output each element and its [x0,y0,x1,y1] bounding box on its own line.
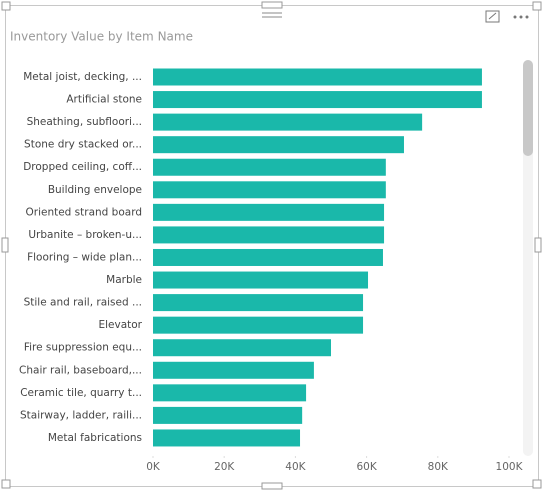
y-tick-label: Metal fabrications [48,432,142,444]
x-tick-label: 100K [496,461,524,473]
scrollbar-track[interactable] [523,60,533,456]
bar [153,136,404,154]
bar [153,271,369,289]
bar [153,384,307,402]
bar [153,248,383,266]
focus-mode-icon[interactable] [485,10,500,23]
chart-title: Inventory Value by Item Name [10,30,193,44]
bar [153,406,303,424]
x-tick-label: 0K [146,461,161,473]
y-tick-label: Ceramic tile, quarry t... [20,387,142,399]
drag-grip[interactable] [262,12,282,18]
bar [153,316,364,334]
bar [153,339,331,357]
bar [153,203,385,221]
bar [153,429,301,447]
bar [153,294,364,312]
more-options-icon[interactable] [513,15,529,19]
y-tick-label: Fire suppression equ... [24,342,142,354]
y-tick-label: Sheathing, subfloori... [27,116,142,128]
bar [153,158,386,176]
x-tick-label: 60K [356,461,377,473]
y-tick-label: Marble [106,274,142,286]
y-tick-label: Stairway, ladder, raili... [20,409,142,421]
y-tick-label: Oriented strand board [25,206,142,218]
y-tick-label: Dropped ceiling, coff... [23,161,142,173]
bar [153,113,423,131]
y-tick-label: Urbanite – broken-u... [28,229,142,241]
bar [153,91,482,109]
bar [153,361,314,379]
y-tick-label: Metal joist, decking, ... [23,71,142,83]
y-tick-label: Chair rail, baseboard,... [19,364,142,376]
y-tick-label: Elevator [98,319,142,331]
x-tick-label: 80K [428,461,449,473]
y-tick-label: Artificial stone [66,94,142,106]
y-tick-label: Flooring – wide plan... [27,251,142,263]
scrollbar-thumb[interactable] [523,60,533,156]
bar [153,68,482,86]
x-tick-label: 40K [285,461,306,473]
x-tick-label: 20K [214,461,235,473]
visual-frame [5,5,539,487]
bar [153,181,386,199]
bar [153,226,385,244]
y-tick-label: Stone dry stacked or... [24,139,142,151]
y-tick-label: Building envelope [48,184,142,196]
y-tick-label: Stile and rail, raised ... [24,297,142,309]
